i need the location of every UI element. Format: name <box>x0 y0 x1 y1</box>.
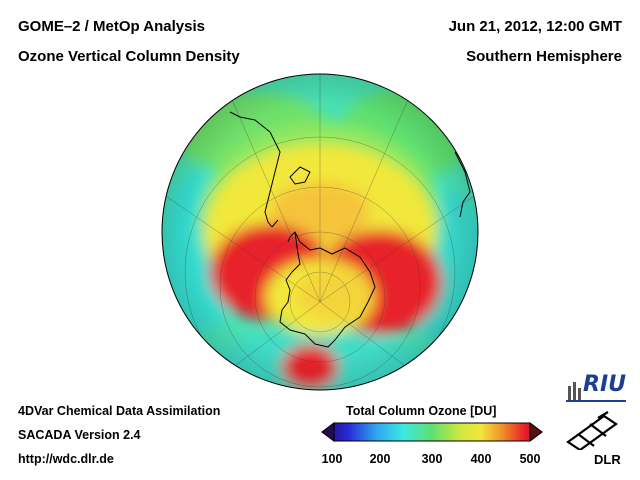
colorbar-tick-100: 100 <box>321 452 343 466</box>
colorbar-tick-400: 400 <box>470 452 492 466</box>
footer-version: SACADA Version 2.4 <box>18 428 141 442</box>
globe-outline <box>161 73 479 391</box>
dlr-logo-text: DLR <box>594 452 621 467</box>
title-left-line2: Ozone Vertical Column Density <box>18 48 240 65</box>
riu-logo-text: RIU <box>583 372 626 397</box>
title-right-line1: Jun 21, 2012, 12:00 GMT <box>448 18 622 35</box>
globe-svg <box>161 73 479 391</box>
title-left-line1: GOME–2 / MetOp Analysis <box>18 18 205 35</box>
dlr-logo-icon <box>566 411 618 450</box>
title-right-line2: Southern Hemisphere <box>466 48 622 65</box>
riu-logo-icon <box>566 382 626 402</box>
colorbar-title: Total Column Ozone [DU] <box>346 404 497 418</box>
colorbar-tick-200: 200 <box>369 452 391 466</box>
footer-url[interactable]: http://wdc.dlr.de <box>18 452 114 466</box>
footer-method: 4DVar Chemical Data Assimilation <box>18 404 221 418</box>
colorbar-tick-300: 300 <box>421 452 443 466</box>
ozone-globe-map <box>160 72 480 392</box>
colorbar <box>321 422 543 442</box>
colorbar-tick-500: 500 <box>519 452 541 466</box>
